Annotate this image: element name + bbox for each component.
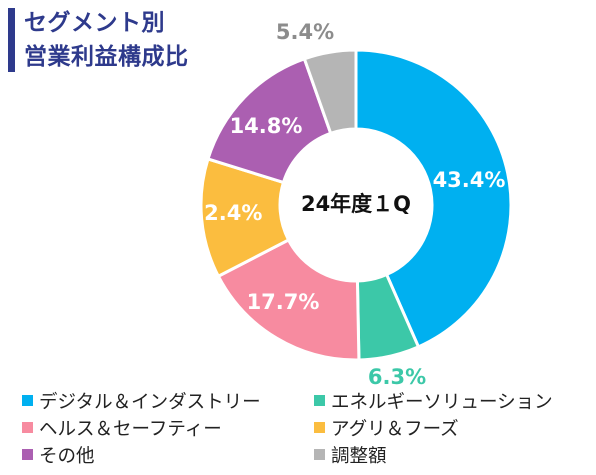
donut-slice [354, 48, 513, 349]
donut-chart: 43.4% 6.3% 17.7% 12.4% 14.8% 5.4% 24年度１Q [190, 20, 513, 389]
legend-label: ヘルス＆セーフティー [39, 418, 222, 440]
legend-item: その他 [22, 442, 314, 467]
legend-item: 調整額 [314, 442, 584, 467]
legend-swatch [314, 449, 325, 460]
legend-label: アグリ＆フーズ [331, 418, 459, 440]
donut-slice [216, 237, 361, 362]
title-line-2: 営業利益構成比 [24, 44, 189, 70]
slice-value-label: 14.8% [230, 114, 303, 138]
slice-value-label: 43.4% [433, 168, 506, 192]
chart-legend: デジタル＆インダストリー エネルギーソリューションヘルス＆セーフティー アグリ＆フー… [22, 388, 592, 467]
legend-item: デジタル＆インダストリー [22, 388, 314, 413]
center-label: 24年度１Q [301, 192, 411, 216]
legend-label: デジタル＆インダストリー [39, 391, 261, 413]
legend-swatch [22, 449, 33, 460]
donut-slice [302, 48, 358, 136]
slice-value-label: 6.3% [368, 365, 426, 389]
slice-value-label: 12.4% [190, 201, 263, 225]
legend-swatch [314, 395, 325, 406]
legend-label: その他 [39, 445, 95, 467]
slice-value-label: 17.7% [247, 290, 320, 314]
legend-item: ヘルス＆セーフティー [22, 415, 314, 440]
legend-swatch [22, 422, 33, 433]
legend-label: 調整額 [331, 445, 387, 467]
legend-swatch [22, 395, 33, 406]
title-line-1: セグメント別 [24, 10, 165, 36]
legend-swatch [314, 422, 325, 433]
legend-item: エネルギーソリューション [314, 388, 584, 413]
chart-title: セグメント別 営業利益構成比 [8, 8, 189, 72]
legend-label: エネルギーソリューション [331, 391, 553, 413]
legend-item: アグリ＆フーズ [314, 415, 584, 440]
slice-value-label: 5.4% [276, 20, 334, 44]
title-accent-bar [8, 8, 15, 72]
